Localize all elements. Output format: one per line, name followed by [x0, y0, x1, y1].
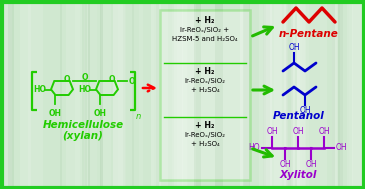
- Bar: [332, 0, 335, 189]
- Text: O: O: [109, 75, 115, 84]
- Text: Ir-ReOₓ/SiO₂ +: Ir-ReOₓ/SiO₂ +: [180, 27, 230, 33]
- Bar: [215, 0, 223, 189]
- Bar: [66, 0, 80, 189]
- Bar: [151, 0, 161, 189]
- Bar: [195, 0, 201, 189]
- Bar: [262, 0, 272, 189]
- Bar: [182, 0, 196, 189]
- Bar: [174, 0, 183, 189]
- Bar: [259, 0, 270, 189]
- Bar: [295, 0, 297, 189]
- Bar: [291, 0, 304, 189]
- Bar: [28, 0, 43, 189]
- Bar: [320, 0, 327, 189]
- Bar: [155, 0, 168, 189]
- Text: + H₂SO₄: + H₂SO₄: [191, 141, 219, 147]
- Text: (xylan): (xylan): [62, 131, 103, 141]
- Bar: [20, 0, 31, 189]
- Bar: [240, 0, 249, 189]
- Bar: [139, 0, 143, 189]
- Bar: [177, 0, 182, 189]
- Text: + H₂SO₄: + H₂SO₄: [191, 87, 219, 93]
- Text: Pentanol: Pentanol: [273, 111, 325, 121]
- Text: O: O: [64, 75, 70, 84]
- Bar: [160, 10, 250, 180]
- Bar: [60, 0, 62, 189]
- Text: OH: OH: [266, 127, 278, 136]
- Bar: [332, 0, 338, 189]
- Bar: [264, 0, 282, 189]
- Text: HO: HO: [78, 85, 92, 94]
- Bar: [332, 0, 337, 189]
- Text: OH: OH: [93, 109, 107, 118]
- Text: OH: OH: [279, 160, 291, 169]
- Bar: [101, 0, 111, 189]
- Bar: [338, 0, 343, 189]
- Bar: [113, 0, 124, 189]
- Bar: [100, 0, 103, 189]
- Text: + H₂: + H₂: [195, 16, 215, 25]
- Text: + H₂: + H₂: [195, 67, 215, 76]
- Text: HO: HO: [248, 143, 260, 153]
- Bar: [241, 0, 245, 189]
- Bar: [285, 0, 293, 189]
- Bar: [243, 0, 250, 189]
- Text: HZSM-5 and H₂SO₄: HZSM-5 and H₂SO₄: [172, 36, 238, 42]
- Bar: [297, 0, 306, 189]
- Bar: [183, 0, 187, 189]
- Text: Ir-ReOₓ/SiO₂: Ir-ReOₓ/SiO₂: [184, 132, 226, 138]
- Text: O: O: [81, 74, 88, 83]
- Bar: [284, 0, 300, 189]
- Bar: [151, 0, 154, 189]
- Bar: [292, 0, 309, 189]
- Bar: [340, 0, 343, 189]
- Text: O: O: [129, 77, 135, 85]
- Text: OH: OH: [318, 127, 330, 136]
- Bar: [113, 0, 123, 189]
- Bar: [84, 0, 97, 189]
- Text: + H₂: + H₂: [195, 121, 215, 130]
- Bar: [82, 0, 87, 189]
- Bar: [266, 0, 281, 189]
- Bar: [262, 0, 270, 189]
- Bar: [8, 0, 14, 189]
- Bar: [132, 0, 134, 189]
- Bar: [172, 0, 188, 189]
- Bar: [352, 0, 365, 189]
- Bar: [349, 0, 362, 189]
- Text: OH: OH: [49, 109, 61, 118]
- Text: OH: OH: [288, 43, 300, 52]
- Text: Hemicellulose: Hemicellulose: [42, 120, 124, 130]
- Bar: [3, 0, 12, 189]
- Text: OH: OH: [292, 127, 304, 136]
- Bar: [281, 0, 288, 189]
- Text: Xylitol: Xylitol: [279, 170, 317, 180]
- Text: OH: OH: [299, 106, 311, 115]
- Bar: [118, 0, 126, 189]
- Bar: [274, 0, 287, 189]
- Text: Ir-ReOₓ/SiO₂: Ir-ReOₓ/SiO₂: [184, 78, 226, 84]
- Text: n-Pentane: n-Pentane: [279, 29, 339, 39]
- Bar: [347, 0, 353, 189]
- Text: n: n: [136, 112, 141, 121]
- Bar: [75, 0, 85, 189]
- Bar: [302, 0, 319, 189]
- Bar: [88, 0, 90, 189]
- Text: OH: OH: [305, 160, 317, 169]
- Bar: [156, 0, 159, 189]
- Text: OH: OH: [336, 143, 347, 153]
- Text: HO: HO: [34, 85, 46, 94]
- Bar: [291, 0, 301, 189]
